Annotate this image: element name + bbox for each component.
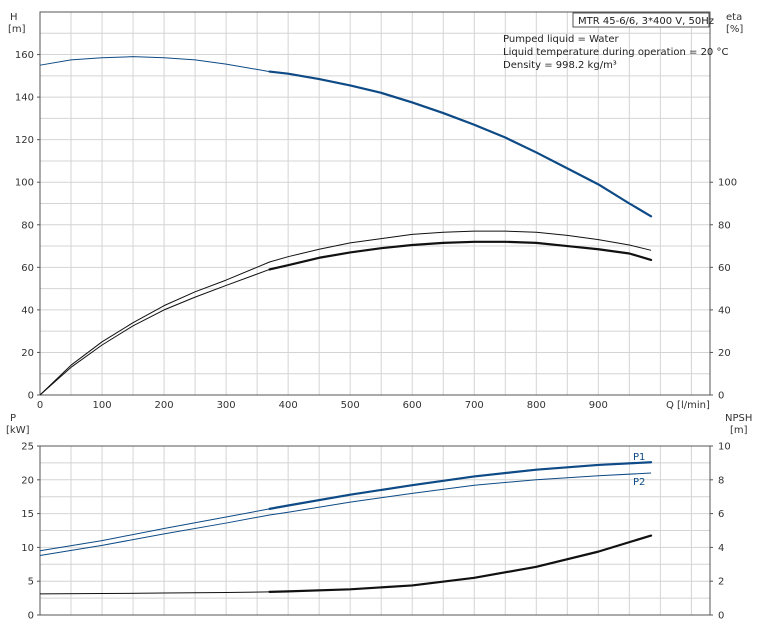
series-line-h <box>39 56 652 217</box>
right-axis-tick-label: 0 <box>718 611 724 622</box>
npsh-axis-label: NPSH <box>725 413 752 424</box>
p-axis-label: P <box>10 413 16 424</box>
bottom-ticks: 0 5 10 15 20 25 0 2 4 6 8 10 <box>21 442 730 622</box>
right-axis-tick-label: 100 <box>718 178 737 189</box>
bottom-plot-frame <box>39 445 711 616</box>
bottom-panel: 0 5 10 15 20 25 0 2 4 6 8 10 P [kW] NPSH [m] P1 P2 <box>6 413 752 622</box>
p-axis-unit: [kW] <box>6 425 30 436</box>
x-axis-tick-label: 900 <box>589 400 608 411</box>
series-line-p1 <box>39 461 652 552</box>
right-axis-tick-label: 10 <box>718 442 731 453</box>
left-axis-tick-label: 60 <box>21 263 34 274</box>
h-axis-label: H <box>10 12 18 23</box>
left-axis-tick-label: 140 <box>15 93 34 104</box>
info-line-temperature: Liquid temperature during operation = 20… <box>503 47 728 58</box>
left-axis-tick-label: 20 <box>21 475 34 486</box>
q-axis-label: Q [l/min] <box>666 400 710 411</box>
left-axis-tick-label: 100 <box>15 178 34 189</box>
p2-series-label: P2 <box>633 477 645 488</box>
right-axis-tick-label: 20 <box>718 348 731 359</box>
right-axis-tick-label: 80 <box>718 220 731 231</box>
h-axis-unit: [m] <box>8 24 26 35</box>
left-axis-tick-label: 20 <box>21 348 34 359</box>
left-axis-tick-label: 10 <box>21 543 34 554</box>
right-axis-tick-label: 60 <box>718 263 731 274</box>
right-axis-tick-label: 2 <box>718 577 724 588</box>
series-line-eta-upper <box>39 230 652 396</box>
left-axis-tick-label: 120 <box>15 135 34 146</box>
top-ticks: 0 20 40 60 80 100 120 140 160 0 20 40 60 80 100 0 100 200… <box>15 50 737 411</box>
left-axis-tick-label: 160 <box>15 50 34 61</box>
x-axis-tick-label: 500 <box>341 400 360 411</box>
bottom-curves <box>39 461 653 595</box>
top-plot-frame <box>39 11 711 396</box>
info-line-density: Density = 998.2 kg/m³ <box>503 60 617 71</box>
left-axis-tick-label: 5 <box>28 577 34 588</box>
series-line-npsh-duty-range <box>268 534 653 593</box>
x-axis-tick-label: 400 <box>279 400 298 411</box>
npsh-axis-unit: [m] <box>730 425 748 436</box>
x-axis-tick-label: 200 <box>155 400 174 411</box>
left-axis-tick-label: 40 <box>21 305 34 316</box>
eta-axis-label: eta <box>726 12 742 23</box>
right-axis-tick-label: 8 <box>718 475 724 486</box>
right-axis-tick-label: 4 <box>718 543 724 554</box>
p1-series-label: P1 <box>633 452 645 463</box>
x-axis-tick-label: 600 <box>403 400 422 411</box>
top-curves <box>39 56 653 396</box>
top-panel: 0 20 40 60 80 100 120 140 160 0 20 40 60 80 100 0 100 200… <box>8 11 743 411</box>
right-axis-tick-label: 6 <box>718 509 724 520</box>
x-axis-tick-label: 300 <box>217 400 236 411</box>
title-box <box>572 12 710 28</box>
info-line-liquid: Pumped liquid = Water <box>503 34 620 45</box>
left-axis-tick-label: 0 <box>28 611 34 622</box>
left-axis-tick-label: 15 <box>21 509 34 520</box>
right-axis-tick-label: 0 <box>718 391 724 402</box>
left-axis-tick-label: 80 <box>21 220 34 231</box>
x-axis-tick-label: 700 <box>465 400 484 411</box>
left-axis-tick-label: 0 <box>28 391 34 402</box>
series-line-eta <box>39 241 652 396</box>
x-axis-tick-label: 800 <box>527 400 546 411</box>
x-axis-tick-label: 100 <box>92 400 111 411</box>
series-line-eta-duty-range <box>268 240 653 271</box>
eta-axis-unit: [%] <box>726 24 743 35</box>
series-line-h-duty-range <box>268 70 653 218</box>
bottom-grid <box>40 445 710 615</box>
left-axis-tick-label: 25 <box>21 442 34 453</box>
title-box-text: MTR 45-6/6, 3*400 V, 50Hz <box>578 16 714 27</box>
x-axis-tick-label: 0 <box>37 400 43 411</box>
series-line-p2 <box>39 472 652 557</box>
series-line-p1-duty-range <box>268 461 653 510</box>
right-axis-tick-label: 40 <box>718 305 731 316</box>
